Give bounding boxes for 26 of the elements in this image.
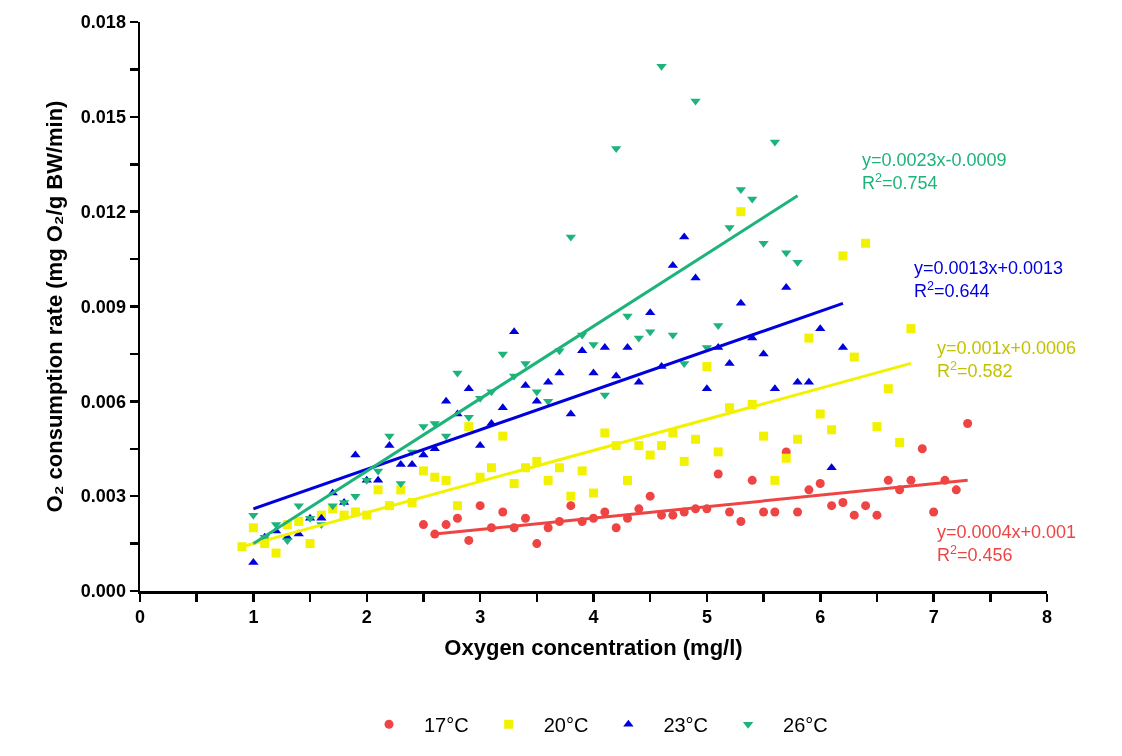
x-tick-label: 7 [928,607,939,628]
y-tick-label: 0.012 [80,201,126,222]
legend-label: 26°C [783,714,828,737]
legend-label: 17°C [424,714,469,737]
y-tick-label: 0.000 [80,581,126,602]
y-tick-label: 0.015 [80,107,126,128]
x-axis-title: Oxygen concentration (mg/l) [444,635,743,661]
x-tick-label: 1 [248,607,259,628]
x-tick-label: 5 [701,607,712,628]
y-tick-label: 0.006 [80,391,126,412]
annotation: y=0.001x+0.0006 R$^{2}$=0.582 [937,338,1077,382]
y-tick-label: 0.003 [80,486,126,507]
x-tick-label: 3 [475,607,486,628]
annotation: y=0.0004x+0.001 R$^{2}$=0.456 [937,522,1077,566]
x-tick-label: 6 [815,607,826,628]
legend-label: 20°C [543,714,589,737]
x-tick-label: 2 [361,607,372,628]
x-tick-label: 8 [1041,607,1053,628]
y-axis-title: O₂ consumption rate (mg O₂/g BW/min) [42,100,68,513]
y-tick-label: 0.018 [80,12,126,33]
annotation: y=0.0013x+0.0013 R$^{2}$=0.644 [914,258,1064,302]
y-tick-label: 0.009 [80,296,126,317]
legend-label: 23°C [663,714,709,737]
annotation: y=0.0023x-0.0009 R$^{2}$=0.754 [862,150,1007,194]
x-tick-label: 0 [134,607,146,628]
x-tick-label: 4 [588,607,599,628]
